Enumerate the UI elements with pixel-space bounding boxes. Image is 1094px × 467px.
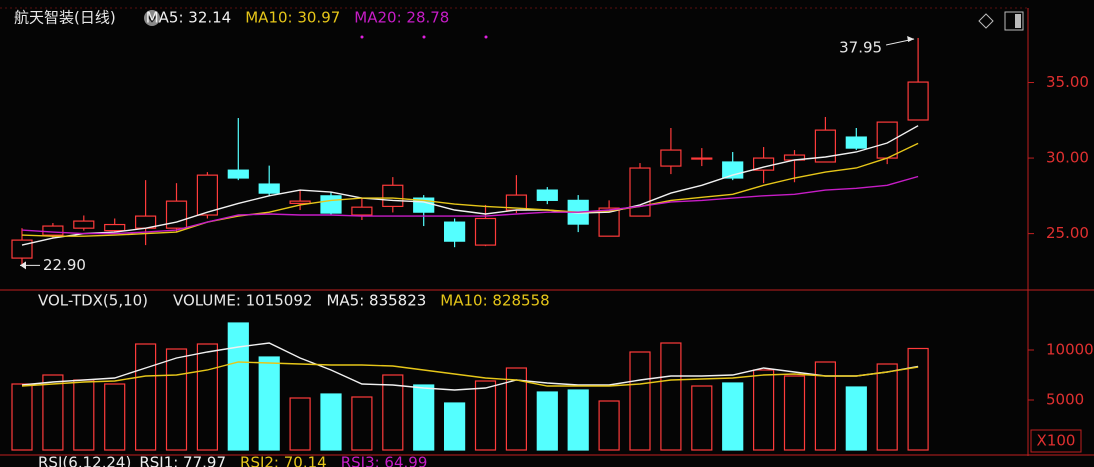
volume-bar — [444, 402, 466, 451]
ma-line — [21, 342, 919, 391]
volume-bar — [196, 343, 218, 451]
legend-entry: MA10: 30.97 — [245, 9, 340, 27]
candle-body — [351, 206, 373, 216]
ma-line — [21, 361, 919, 387]
y-tick-label: 30.00 — [1046, 149, 1089, 167]
y-tick-label: 25.00 — [1046, 224, 1089, 242]
volume-bar — [413, 384, 435, 451]
volume-bar — [104, 383, 126, 451]
candle-body — [196, 174, 218, 216]
volume-bar — [536, 391, 558, 451]
volume-bar — [814, 361, 837, 451]
volume-bar — [722, 382, 744, 451]
y-tick-label: 35.00 — [1046, 73, 1089, 91]
volume-bar — [258, 356, 280, 451]
volume-bar — [691, 385, 713, 451]
volume-bar — [135, 343, 157, 451]
candle-body — [73, 220, 95, 229]
signal-dot — [360, 35, 364, 39]
rsi-title: RSI(6,12,24) — [38, 454, 131, 467]
legend-entry: MA5: 32.14 — [146, 9, 232, 27]
y-tick-label: 5000 — [1046, 391, 1084, 409]
volume-bar — [382, 374, 404, 451]
candle-body — [320, 195, 342, 214]
candle-body — [104, 223, 126, 232]
candle-body — [258, 183, 280, 194]
candle-body — [474, 217, 497, 246]
low-label: 22.90 — [43, 256, 86, 274]
volume-bar — [598, 400, 620, 451]
unit-label: X100 — [1037, 432, 1076, 450]
volume-bar — [845, 386, 867, 451]
candle-body — [907, 81, 929, 121]
chart-title: 航天智装(日线) — [14, 9, 116, 27]
candle-body — [289, 200, 311, 204]
volume-bar — [876, 363, 898, 451]
candle-body — [444, 221, 466, 242]
ma-line — [21, 175, 919, 235]
candle-body — [382, 184, 404, 208]
candle-body — [845, 136, 867, 149]
ma-line — [21, 142, 919, 237]
volume-bar — [11, 383, 33, 451]
unit-box — [1030, 429, 1082, 453]
volume-bar — [289, 397, 311, 451]
volume-bar — [752, 369, 775, 451]
diamond-icon[interactable] — [978, 13, 994, 29]
volume-bar — [783, 375, 806, 451]
y-tick-label: 10000 — [1046, 341, 1094, 359]
legend-entry: MA5: 835823 — [326, 292, 426, 310]
signal-dot — [484, 35, 488, 39]
candle-body — [876, 121, 898, 159]
volume-bar — [660, 342, 682, 451]
high-label: 37.95 — [839, 38, 882, 56]
volume-bar — [42, 374, 64, 451]
volume-bar — [474, 380, 497, 451]
ma-line — [21, 125, 919, 246]
legend-entry: MA10: 828558 — [440, 292, 549, 310]
candle-body — [598, 207, 620, 237]
volume-bar — [320, 393, 342, 451]
legend-entry: MA20: 28.78 — [354, 9, 449, 27]
low-arrowhead — [20, 261, 26, 270]
volume-bar — [505, 367, 527, 451]
volume-bar — [73, 379, 95, 451]
legend-entry: RSI1: 77.97 — [139, 454, 226, 467]
volume-bar — [351, 396, 373, 451]
candle-body — [165, 200, 188, 229]
candle-body — [691, 157, 713, 160]
panel-icon-bar — [1015, 14, 1021, 28]
candle-body — [42, 225, 64, 236]
volume-bar — [629, 351, 651, 451]
volume-bar — [907, 347, 929, 451]
volume-title: VOL-TDX(5,10) — [38, 292, 148, 310]
candle-body — [814, 129, 837, 163]
panel-icon[interactable] — [1004, 11, 1024, 31]
menu-icon[interactable] — [144, 10, 160, 26]
candle-body — [536, 189, 558, 201]
candle-body — [227, 169, 249, 179]
menu-icon-arrow — [147, 15, 157, 23]
volume-bar — [567, 389, 589, 451]
legend-entry: RSI2: 70.14 — [240, 454, 327, 467]
candle-body — [629, 167, 651, 217]
high-arrowhead — [907, 35, 915, 42]
volume-label: VOLUME: 1015092 — [173, 292, 312, 310]
volume-bar — [165, 348, 188, 451]
volume-bar — [227, 322, 249, 451]
candle-body — [660, 149, 682, 167]
signal-dot — [422, 35, 426, 39]
legend-entry: RSI3: 64.99 — [341, 454, 428, 467]
